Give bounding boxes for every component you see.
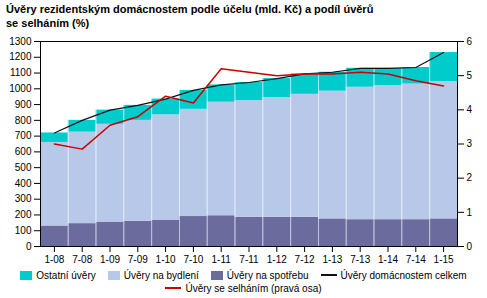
html-text:Úvěry na spotřebu: Úvěry na spotřebu <box>226 269 309 281</box>
svg-text:300: 300 <box>15 193 32 204</box>
svg-text:1-09: 1-09 <box>100 253 120 264</box>
svg-text:7-08: 7-08 <box>72 253 92 264</box>
svg-text:600: 600 <box>15 146 32 157</box>
svg-text:1100: 1100 <box>10 67 32 78</box>
svg-text:7-13: 7-13 <box>350 253 370 264</box>
svg-text:4: 4 <box>467 104 473 115</box>
svg-text:1-11: 1-11 <box>212 253 232 264</box>
html-text:Ostatní úvěry: Ostatní úvěry <box>36 269 96 281</box>
svg-text:0: 0 <box>26 240 32 251</box>
svg-text:7-12: 7-12 <box>295 253 315 264</box>
svg-text:400: 400 <box>15 177 32 188</box>
svg-text:500: 500 <box>15 161 32 172</box>
svg-text:200: 200 <box>15 209 32 220</box>
svg-text:1-15: 1-15 <box>434 253 454 264</box>
svg-text:6: 6 <box>467 35 473 46</box>
svg-text:5: 5 <box>467 69 473 80</box>
svg-text:2: 2 <box>467 172 473 183</box>
svg-text:1200: 1200 <box>9 51 32 62</box>
svg-text:800: 800 <box>15 114 32 125</box>
svg-text:1000: 1000 <box>9 83 32 94</box>
svg-text:1-08: 1-08 <box>44 253 64 264</box>
svg-text:0: 0 <box>467 240 473 251</box>
svg-text:1-14: 1-14 <box>378 253 398 264</box>
svg-text:1-12: 1-12 <box>267 253 287 264</box>
html-text:Úvěry domácnostem celkem: Úvěry domácnostem celkem <box>340 269 467 281</box>
svg-text:1-10: 1-10 <box>156 253 176 264</box>
svg-text:3: 3 <box>467 138 473 149</box>
svg-text:700: 700 <box>15 130 32 141</box>
svg-text:100: 100 <box>15 224 32 235</box>
svg-text:900: 900 <box>15 98 32 109</box>
html-text:Úvěry na bydlení: Úvěry na bydlení <box>123 269 199 281</box>
svg-text:1: 1 <box>467 206 473 217</box>
svg-text:7-14: 7-14 <box>406 253 426 264</box>
html-text:Úvěry rezidentským domácnostem: Úvěry rezidentským domácnostem podle úče… <box>6 3 374 29</box>
svg-text:7-11: 7-11 <box>239 253 259 264</box>
svg-text:1-13: 1-13 <box>322 253 342 264</box>
svg-text:1300: 1300 <box>9 35 32 46</box>
html-text:Úvěry se selháním (pravá osa): Úvěry se selháním (pravá osa) <box>185 282 322 294</box>
svg-text:7-09: 7-09 <box>128 253 148 264</box>
svg-text:7-10: 7-10 <box>183 253 203 264</box>
